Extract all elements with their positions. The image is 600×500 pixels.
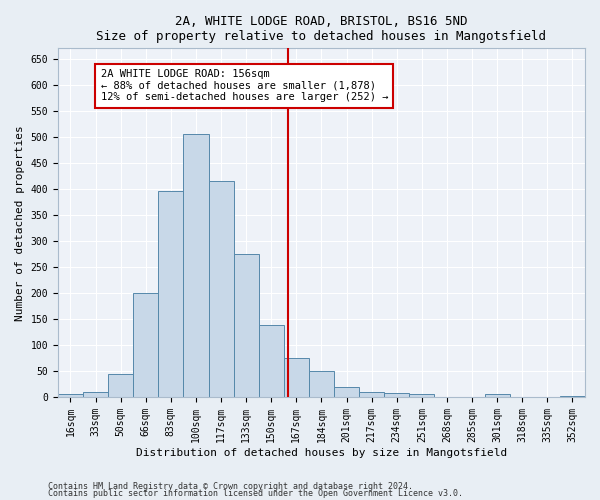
Bar bbox=[233, 254, 259, 397]
Bar bbox=[359, 392, 384, 397]
Bar bbox=[309, 371, 334, 397]
Bar bbox=[259, 325, 284, 397]
Bar bbox=[58, 394, 83, 397]
Bar bbox=[158, 192, 184, 397]
Bar bbox=[384, 393, 409, 397]
Text: 2A WHITE LODGE ROAD: 156sqm
← 88% of detached houses are smaller (1,878)
12% of : 2A WHITE LODGE ROAD: 156sqm ← 88% of det… bbox=[101, 69, 388, 102]
Bar bbox=[83, 392, 108, 397]
X-axis label: Distribution of detached houses by size in Mangotsfield: Distribution of detached houses by size … bbox=[136, 448, 507, 458]
Bar bbox=[334, 386, 359, 397]
Bar bbox=[485, 394, 510, 397]
Bar bbox=[409, 394, 434, 397]
Bar bbox=[284, 358, 309, 397]
Bar bbox=[133, 293, 158, 397]
Title: 2A, WHITE LODGE ROAD, BRISTOL, BS16 5ND
Size of property relative to detached ho: 2A, WHITE LODGE ROAD, BRISTOL, BS16 5ND … bbox=[97, 15, 547, 43]
Bar bbox=[108, 374, 133, 397]
Y-axis label: Number of detached properties: Number of detached properties bbox=[15, 125, 25, 320]
Bar bbox=[560, 396, 585, 397]
Text: Contains HM Land Registry data © Crown copyright and database right 2024.: Contains HM Land Registry data © Crown c… bbox=[48, 482, 413, 491]
Text: Contains public sector information licensed under the Open Government Licence v3: Contains public sector information licen… bbox=[48, 489, 463, 498]
Bar bbox=[209, 181, 233, 397]
Bar bbox=[184, 134, 209, 397]
